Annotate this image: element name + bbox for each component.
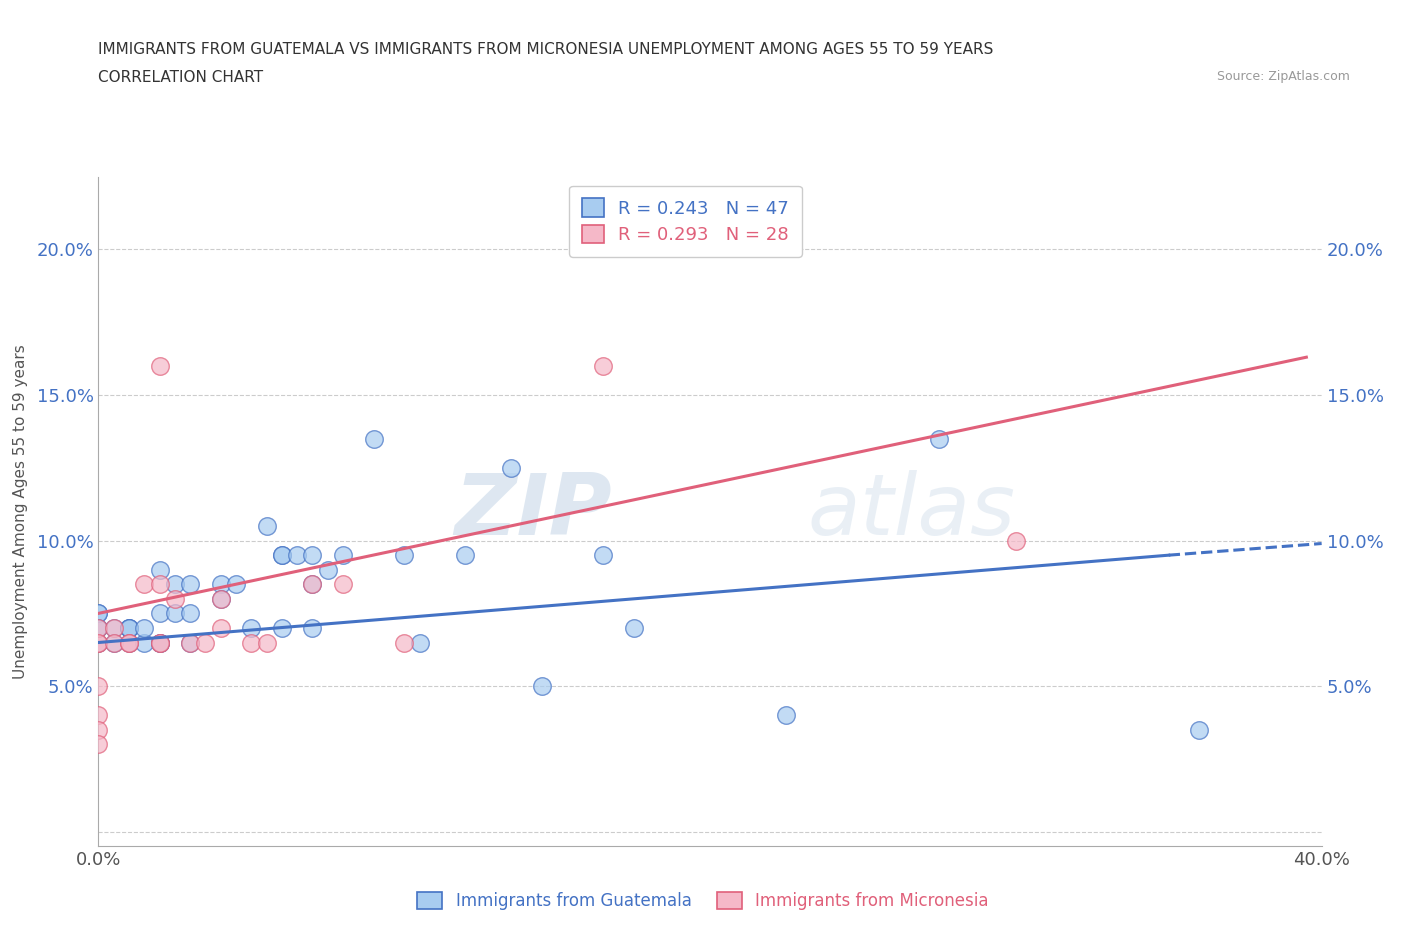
Point bbox=[134, 620, 156, 635]
Point bbox=[592, 548, 614, 563]
Point bbox=[163, 606, 186, 621]
Point bbox=[301, 620, 323, 635]
Point bbox=[592, 358, 614, 373]
Point bbox=[118, 620, 141, 635]
Point bbox=[118, 635, 141, 650]
Point bbox=[149, 635, 172, 650]
Point bbox=[623, 620, 645, 635]
Point bbox=[301, 577, 323, 591]
Point bbox=[270, 620, 292, 635]
Text: CORRELATION CHART: CORRELATION CHART bbox=[98, 70, 263, 85]
Point bbox=[1004, 533, 1026, 548]
Point bbox=[103, 635, 125, 650]
Legend: Immigrants from Guatemala, Immigrants from Micronesia: Immigrants from Guatemala, Immigrants fr… bbox=[411, 885, 995, 917]
Point bbox=[103, 620, 125, 635]
Point bbox=[392, 548, 416, 563]
Point bbox=[87, 635, 110, 650]
Point bbox=[163, 577, 186, 591]
Point bbox=[209, 577, 232, 591]
Point bbox=[103, 620, 125, 635]
Text: ZIP: ZIP bbox=[454, 470, 612, 553]
Point bbox=[87, 635, 110, 650]
Point bbox=[87, 620, 110, 635]
Point bbox=[149, 635, 172, 650]
Point bbox=[530, 679, 553, 694]
Legend: R = 0.243   N = 47, R = 0.293   N = 28: R = 0.243 N = 47, R = 0.293 N = 28 bbox=[569, 186, 801, 257]
Point bbox=[87, 620, 110, 635]
Point bbox=[118, 620, 141, 635]
Point bbox=[87, 606, 110, 621]
Point bbox=[118, 635, 141, 650]
Point bbox=[149, 635, 172, 650]
Point bbox=[103, 635, 125, 650]
Point bbox=[392, 635, 416, 650]
Point bbox=[332, 577, 354, 591]
Point bbox=[209, 620, 232, 635]
Point bbox=[87, 737, 110, 751]
Text: atlas: atlas bbox=[808, 470, 1017, 553]
Text: Source: ZipAtlas.com: Source: ZipAtlas.com bbox=[1216, 70, 1350, 83]
Point bbox=[225, 577, 247, 591]
Point bbox=[87, 708, 110, 723]
Point bbox=[87, 635, 110, 650]
Point bbox=[118, 635, 141, 650]
Point bbox=[1188, 723, 1211, 737]
Y-axis label: Unemployment Among Ages 55 to 59 years: Unemployment Among Ages 55 to 59 years bbox=[13, 344, 28, 679]
Point bbox=[87, 606, 110, 621]
Point bbox=[179, 577, 201, 591]
Point bbox=[270, 548, 292, 563]
Text: IMMIGRANTS FROM GUATEMALA VS IMMIGRANTS FROM MICRONESIA UNEMPLOYMENT AMONG AGES : IMMIGRANTS FROM GUATEMALA VS IMMIGRANTS … bbox=[98, 42, 994, 57]
Point bbox=[163, 591, 186, 606]
Point bbox=[179, 635, 201, 650]
Point bbox=[240, 635, 263, 650]
Point bbox=[209, 591, 232, 606]
Point bbox=[179, 635, 201, 650]
Point bbox=[134, 577, 156, 591]
Point bbox=[454, 548, 477, 563]
Point bbox=[363, 432, 385, 446]
Point bbox=[149, 606, 172, 621]
Point bbox=[285, 548, 308, 563]
Point bbox=[118, 620, 141, 635]
Point bbox=[301, 548, 323, 563]
Point bbox=[149, 358, 172, 373]
Point bbox=[332, 548, 354, 563]
Point bbox=[256, 519, 278, 534]
Point bbox=[240, 620, 263, 635]
Point bbox=[928, 432, 950, 446]
Point bbox=[408, 635, 430, 650]
Point bbox=[256, 635, 278, 650]
Point bbox=[194, 635, 217, 650]
Point bbox=[209, 591, 232, 606]
Point bbox=[270, 548, 292, 563]
Point bbox=[149, 577, 172, 591]
Point bbox=[87, 679, 110, 694]
Point bbox=[87, 723, 110, 737]
Point bbox=[149, 563, 172, 578]
Point bbox=[134, 635, 156, 650]
Point bbox=[501, 460, 523, 475]
Point bbox=[316, 563, 339, 578]
Point bbox=[301, 577, 323, 591]
Point bbox=[87, 620, 110, 635]
Point bbox=[149, 635, 172, 650]
Point bbox=[179, 606, 201, 621]
Point bbox=[775, 708, 797, 723]
